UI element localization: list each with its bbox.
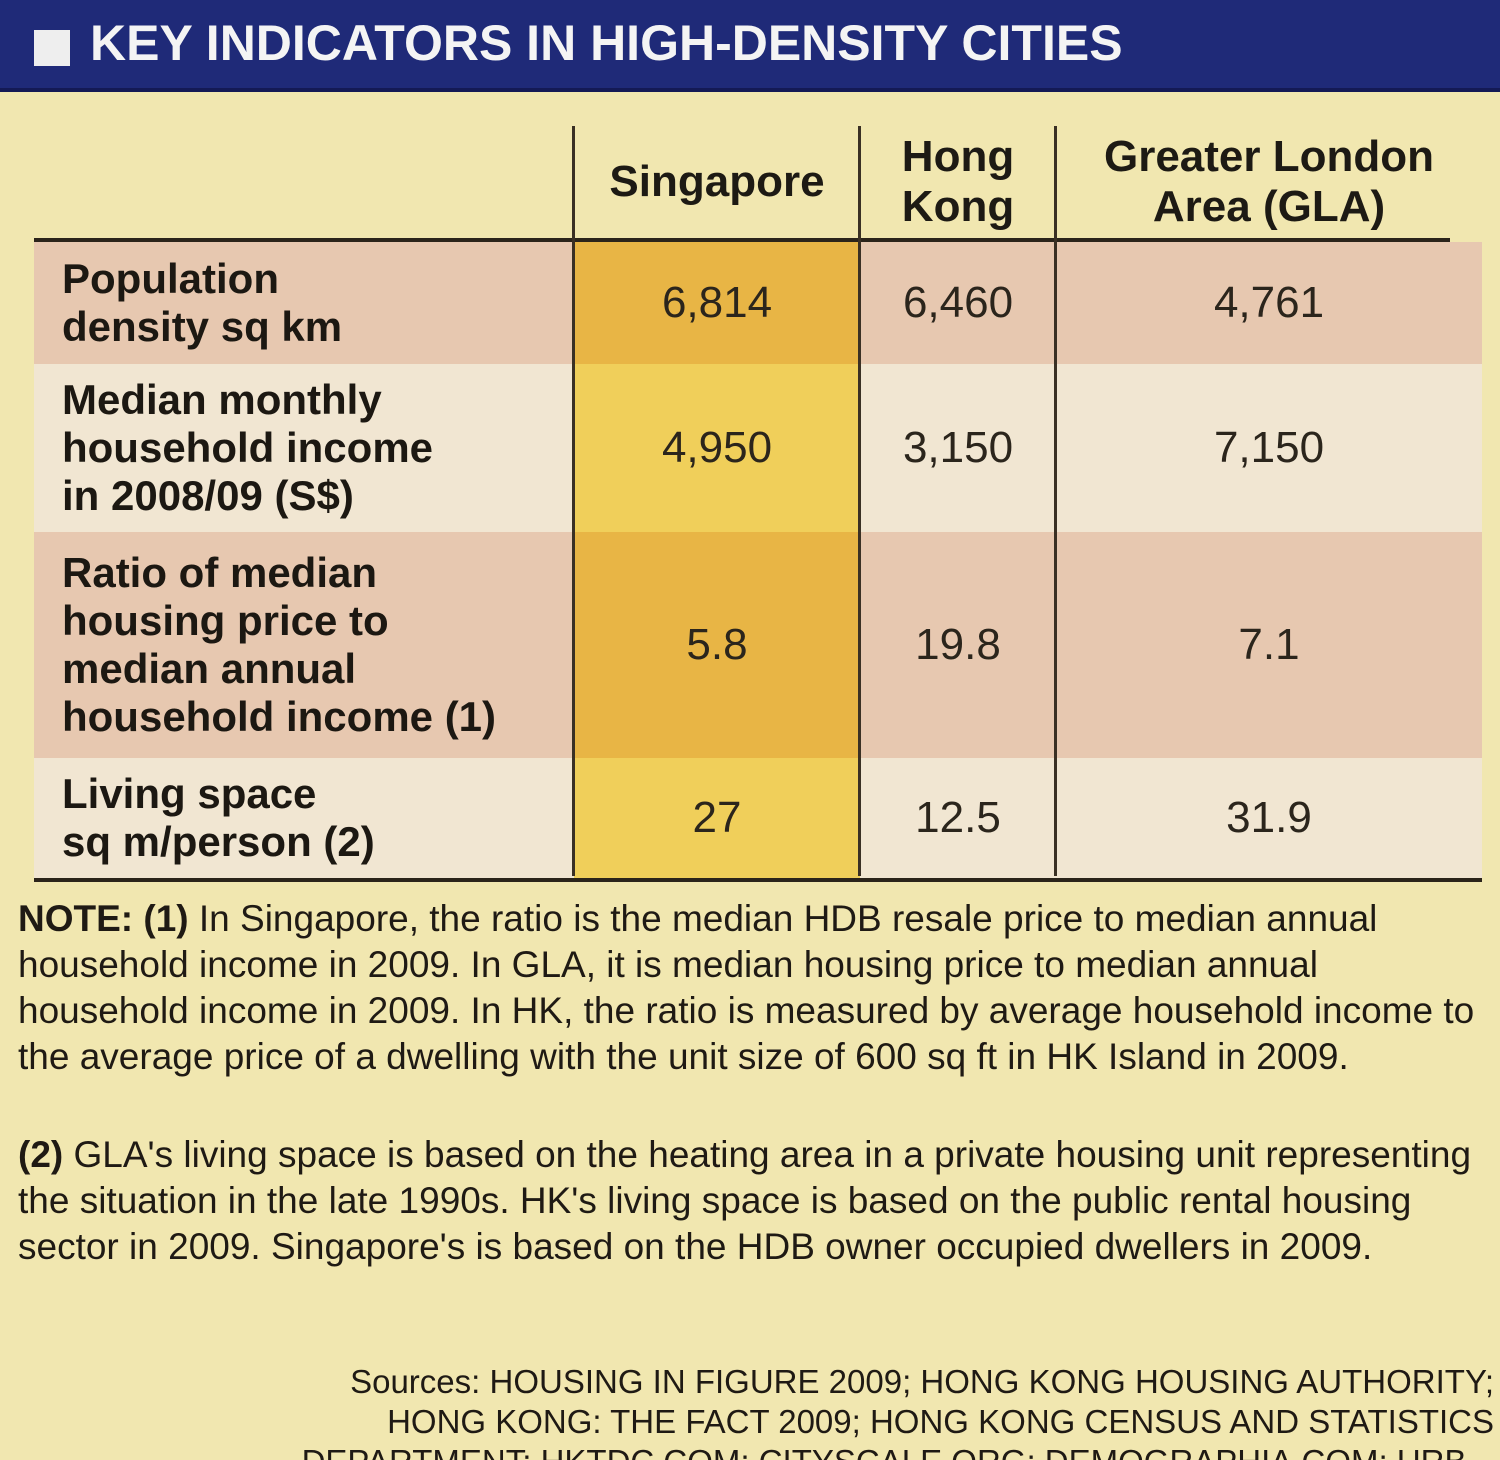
column-header-line: Greater London: [1103, 132, 1435, 181]
square-bullet-icon: [34, 30, 70, 66]
row-label-line: Living space: [62, 770, 317, 817]
cell-gla: 31.9: [1226, 793, 1312, 842]
cell-singapore: 27: [692, 793, 742, 842]
row-label-line: Median monthly: [62, 376, 382, 423]
row-label-line: in 2008/09 (S$): [62, 472, 354, 519]
row-label: Living space sq m/person (2): [62, 758, 572, 878]
column-header-line: Singapore: [609, 157, 825, 206]
sources: Sources: HOUSING IN FIGURE 2009; HONG KO…: [94, 1362, 1494, 1460]
sources-line: Sources: HOUSING IN FIGURE 2009; HONG KO…: [350, 1363, 1494, 1400]
note-marker: (2): [18, 1134, 64, 1175]
cell-gla: 7,150: [1213, 423, 1325, 472]
column-divider: [1054, 126, 1057, 876]
note-text: In Singapore, the ratio is the median HD…: [18, 898, 1475, 1077]
table-row-price-income-ratio: Ratio of median housing price to median …: [34, 532, 1482, 758]
column-header-line: Kong: [901, 182, 1015, 231]
column-divider: [572, 126, 575, 876]
column-divider: [858, 126, 861, 876]
column-header-line: Area (GLA): [1152, 182, 1386, 231]
cell-singapore: 5.8: [686, 620, 748, 669]
cell-singapore: 6,814: [661, 278, 773, 327]
cell-gla: 4,761: [1213, 278, 1325, 327]
note-marker: NOTE: (1): [18, 898, 189, 939]
row-label-line: household income (1): [62, 693, 497, 740]
singapore-highlight: [574, 364, 860, 532]
cell-hong-kong: 6,460: [902, 278, 1014, 327]
table-row-median-income: Median monthly household income in 2008/…: [34, 364, 1482, 532]
column-header-gla: Greater London Area (GLA): [1056, 126, 1482, 238]
table-row-population-density: Population density sq km 6,814 6,460 4,7…: [34, 242, 1482, 364]
sources-line: HONG KONG: THE FACT 2009; HONG KONG CENS…: [387, 1403, 1494, 1440]
singapore-highlight: [574, 242, 860, 364]
row-label: Ratio of median housing price to median …: [62, 532, 572, 758]
row-label-line: Population: [62, 255, 279, 302]
singapore-highlight: [574, 532, 860, 758]
cell-gla: 7.1: [1238, 620, 1300, 669]
note-2: (2) GLA's living space is based on the h…: [18, 1132, 1488, 1270]
row-label-line: median annual: [62, 645, 357, 692]
title-banner: KEY INDICATORS IN HIGH-DENSITY CITIES: [0, 0, 1500, 92]
chart-title: KEY INDICATORS IN HIGH-DENSITY CITIES: [90, 15, 1123, 71]
note-1: NOTE: (1) In Singapore, the ratio is the…: [18, 896, 1488, 1080]
row-label-line: household income: [62, 424, 434, 471]
header-divider: [34, 238, 1450, 242]
table-bottom-rule: [34, 878, 1482, 882]
row-label-line: housing price to: [62, 597, 389, 644]
table-row-living-space: Living space sq m/person (2) 27 12.5 31.…: [34, 758, 1482, 878]
cell-hong-kong: 19.8: [915, 620, 1001, 669]
cell-singapore: 4,950: [661, 423, 773, 472]
sources-line: DEPARTMENT; HKTDC.COM; CITYSCALE.ORG; DE…: [94, 1442, 1494, 1460]
row-label-line: Ratio of median: [62, 549, 378, 596]
cell-hong-kong: 12.5: [915, 793, 1001, 842]
row-label-line: density sq km: [62, 303, 343, 350]
indicators-table: Singapore Hong Kong Greater London Area …: [34, 126, 1482, 882]
column-header-singapore: Singapore: [574, 126, 860, 238]
column-header-hong-kong: Hong Kong: [860, 126, 1056, 238]
row-label-line: sq m/person (2): [62, 818, 375, 865]
singapore-highlight: [574, 758, 860, 878]
column-header-line: Hong: [901, 132, 1015, 181]
row-label: Population density sq km: [62, 242, 572, 364]
row-label: Median monthly household income in 2008/…: [62, 364, 572, 532]
note-text: GLA's living space is based on the heati…: [18, 1134, 1472, 1267]
cell-hong-kong: 3,150: [902, 423, 1014, 472]
